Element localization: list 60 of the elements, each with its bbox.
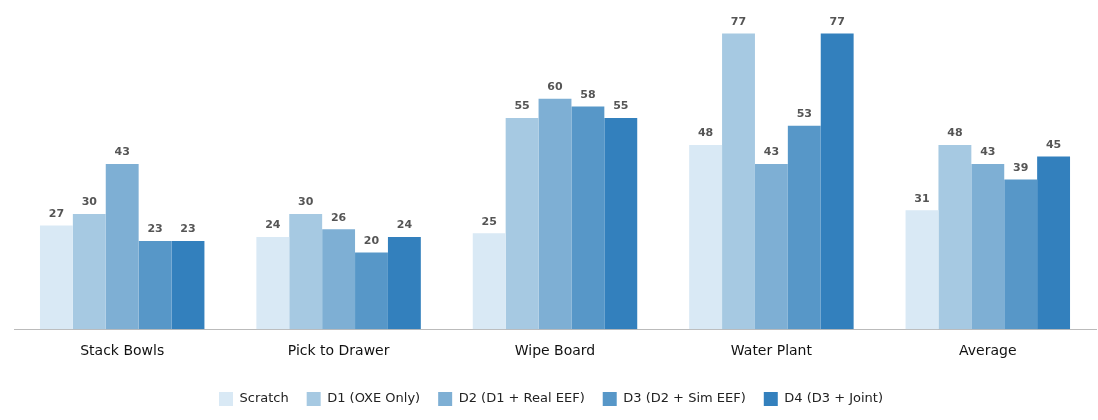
bar — [72, 214, 106, 330]
bar — [538, 98, 572, 330]
legend-label: Scratch — [239, 390, 289, 406]
data-label: 23 — [147, 222, 163, 236]
data-label: 77 — [829, 14, 845, 28]
bar — [604, 118, 638, 330]
x-tick-label: Wipe Board — [514, 342, 596, 359]
bar — [505, 118, 539, 330]
bar — [1037, 156, 1071, 330]
data-label: 31 — [914, 191, 930, 205]
data-label: 43 — [980, 145, 996, 159]
bar — [722, 33, 755, 330]
bar — [820, 33, 854, 330]
bar — [905, 210, 939, 330]
legend-label: D2 (D1 + Real EEF) — [458, 390, 585, 406]
bar — [289, 214, 323, 330]
data-label: 26 — [330, 210, 347, 224]
bar — [971, 164, 1005, 330]
bar — [322, 229, 356, 330]
x-tick-label: Water Plant — [730, 342, 813, 359]
x-tick-label: Pick to Drawer — [287, 342, 390, 359]
data-label: 30 — [298, 195, 314, 209]
bar — [105, 164, 139, 330]
bar — [256, 237, 290, 330]
data-label: 58 — [580, 87, 596, 101]
data-label: 77 — [730, 14, 747, 28]
data-label: 55 — [613, 99, 629, 113]
data-label: 53 — [796, 107, 812, 121]
bar — [754, 164, 788, 330]
data-label: 43 — [763, 145, 780, 159]
data-label: 23 — [180, 222, 196, 236]
bar — [938, 144, 972, 330]
data-label: 48 — [697, 126, 714, 140]
data-label: 24 — [396, 218, 413, 232]
data-label: 24 — [265, 218, 281, 232]
bar — [355, 252, 388, 330]
legend-label: D3 (D2 + Sim EEF) — [623, 390, 746, 406]
data-label: 30 — [81, 195, 98, 209]
data-label: 60 — [547, 80, 563, 94]
bar — [787, 125, 821, 330]
bar — [39, 225, 73, 330]
data-label: 39 — [1013, 160, 1029, 174]
data-label: 25 — [481, 214, 497, 228]
data-label: 55 — [514, 99, 530, 113]
bar — [472, 233, 506, 330]
data-label: 20 — [363, 233, 380, 247]
data-label: 45 — [1045, 137, 1062, 151]
data-label: 43 — [114, 145, 130, 159]
legend-label: D1 (OXE Only) — [327, 390, 421, 406]
bar — [689, 144, 723, 330]
data-label: 48 — [947, 126, 963, 140]
x-tick-label: Average — [959, 342, 1017, 359]
bar — [138, 240, 172, 330]
bar — [1004, 179, 1038, 330]
bar — [171, 240, 205, 330]
bar — [387, 237, 421, 330]
data-label: 27 — [48, 206, 65, 220]
bar — [571, 106, 605, 330]
x-tick-label: Stack Bowls — [80, 342, 165, 359]
legend-label: D4 (D3 + Joint) — [784, 390, 884, 406]
